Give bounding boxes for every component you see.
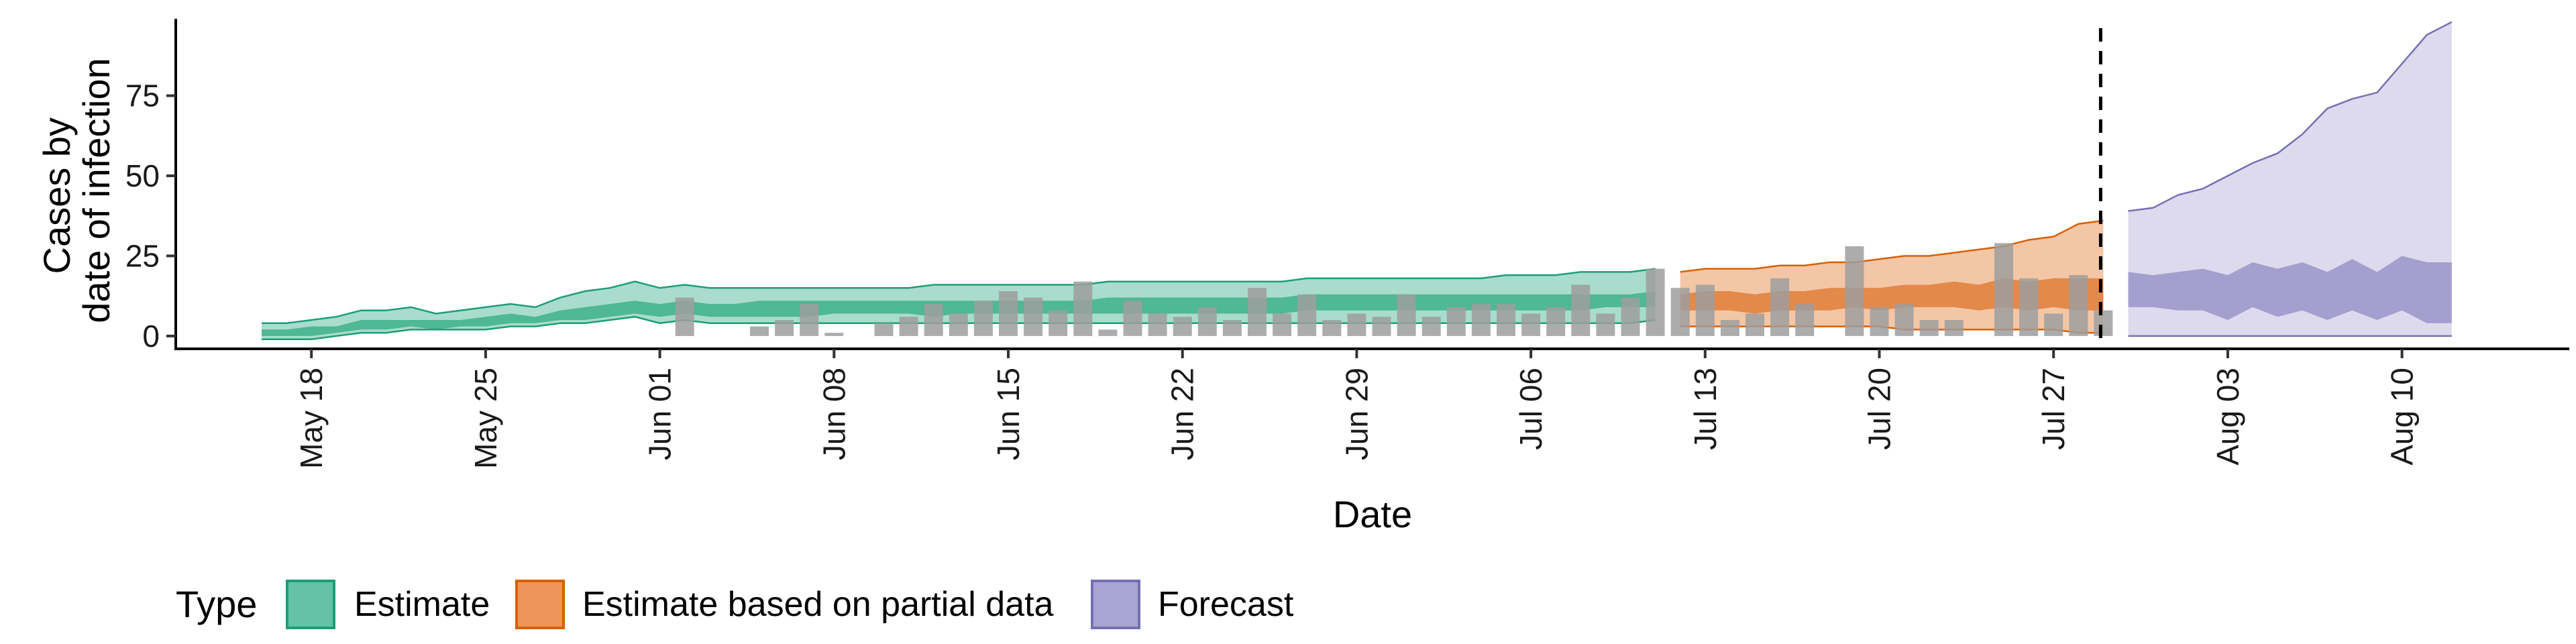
case-bar bbox=[2019, 278, 2039, 336]
case-bar bbox=[1870, 307, 1889, 336]
case-bar bbox=[999, 291, 1018, 336]
case-bar bbox=[1845, 246, 1864, 336]
case-bar bbox=[1322, 320, 1342, 336]
x-tick-label: Jul 27 bbox=[2036, 368, 2071, 450]
legend-label: Estimate bbox=[354, 585, 490, 624]
case-bar bbox=[1421, 317, 1441, 336]
case-bar bbox=[2069, 275, 2088, 336]
estimate-bands bbox=[262, 21, 2453, 340]
case-bar bbox=[750, 326, 769, 336]
case-bar bbox=[1347, 313, 1366, 336]
case-bar bbox=[1297, 294, 1317, 336]
case-bar bbox=[1770, 278, 1790, 336]
legend-label: Estimate based on partial data bbox=[582, 585, 1054, 624]
case-bar bbox=[1173, 317, 1192, 336]
case-bar bbox=[1397, 294, 1416, 336]
x-tick-label: Jul 13 bbox=[1688, 368, 1723, 450]
case-bar bbox=[1222, 320, 1242, 336]
case-bar bbox=[874, 323, 894, 336]
case-bar bbox=[1944, 320, 1964, 336]
case-bar bbox=[1795, 304, 1815, 336]
legend-title: Type bbox=[176, 583, 257, 625]
case-bar bbox=[949, 313, 968, 336]
y-axis-ticks: 0 25 50 75 bbox=[125, 78, 176, 354]
case-bar bbox=[675, 297, 694, 336]
case-bar bbox=[1024, 297, 1043, 336]
case-bar bbox=[1049, 310, 1068, 336]
case-bar bbox=[1646, 268, 1665, 336]
x-axis-ticks: May 18 May 25 Jun 01 Jun 08 Jun 15 Jun 22 Jun … bbox=[294, 349, 2420, 469]
case-bar bbox=[924, 304, 943, 336]
y-tick-label: 75 bbox=[125, 78, 160, 113]
case-bar bbox=[1372, 317, 1391, 336]
case-bar bbox=[1994, 243, 2013, 336]
partial-outer-band bbox=[1680, 220, 2104, 333]
case-bar bbox=[1894, 304, 1914, 336]
case-bar bbox=[2094, 310, 2113, 336]
case-bar bbox=[1123, 301, 1142, 336]
x-tick-label: May 25 bbox=[468, 368, 503, 469]
x-tick-label: Jul 06 bbox=[1513, 368, 1548, 450]
partial-upper-line bbox=[1680, 219, 2104, 273]
case-bar bbox=[1273, 313, 1292, 336]
case-bar bbox=[899, 317, 918, 336]
case-bar bbox=[973, 301, 993, 336]
y-tick-label: 25 bbox=[125, 238, 160, 273]
y-tick-label: 50 bbox=[125, 158, 160, 193]
y-tick-label: 0 bbox=[142, 319, 160, 354]
case-bar bbox=[1073, 281, 1093, 336]
case-bar bbox=[800, 304, 819, 336]
axes bbox=[174, 19, 2569, 350]
case-bar bbox=[824, 333, 844, 336]
legend-key bbox=[515, 580, 565, 629]
y-axis-title: Cases by date of infection bbox=[36, 58, 117, 323]
case-bar bbox=[1670, 288, 1690, 336]
reported-case-bars bbox=[675, 243, 2113, 336]
case-bar bbox=[1248, 288, 1267, 336]
x-tick-label: Jun 08 bbox=[816, 368, 851, 460]
case-bar bbox=[1197, 307, 1217, 336]
case-bar bbox=[1098, 329, 1118, 336]
case-bar bbox=[1571, 284, 1591, 336]
forecast-upper-line bbox=[2128, 21, 2453, 212]
case-bar bbox=[775, 320, 794, 336]
x-tick-label: Jul 20 bbox=[1862, 368, 1897, 450]
case-bar bbox=[1497, 304, 1515, 336]
x-tick-label: Aug 03 bbox=[2210, 368, 2245, 466]
case-bar bbox=[1596, 313, 1615, 336]
case-bar bbox=[1546, 307, 1566, 336]
x-tick-label: Jun 29 bbox=[1339, 368, 1374, 460]
x-axis-title: Date bbox=[1333, 493, 1412, 535]
case-bar bbox=[1471, 304, 1491, 336]
legend-key bbox=[1091, 580, 1140, 629]
forecast-outer-band bbox=[2128, 21, 2452, 336]
x-tick-label: Aug 10 bbox=[2385, 368, 2420, 466]
legend-key bbox=[286, 580, 335, 629]
y-axis-title-line-2: date of infection bbox=[75, 58, 117, 323]
case-bar bbox=[1720, 320, 1739, 336]
case-bar bbox=[1521, 313, 1541, 336]
forecast-inner-band bbox=[2128, 256, 2452, 323]
case-bar bbox=[1148, 313, 1167, 336]
x-tick-label: Jun 15 bbox=[991, 368, 1026, 460]
x-tick-label: Jun 01 bbox=[643, 368, 678, 460]
x-tick-label: Jun 22 bbox=[1165, 368, 1200, 460]
case-bar bbox=[1695, 284, 1715, 336]
case-bar bbox=[1446, 307, 1466, 336]
legend-label: Forecast bbox=[1158, 585, 1294, 624]
case-bar bbox=[1621, 297, 1640, 336]
case-bar bbox=[1919, 320, 1939, 336]
y-axis-title-line-1: Cases by bbox=[36, 117, 78, 274]
legend: Type Estimate Estimate based on partial d… bbox=[176, 580, 1294, 629]
case-bar bbox=[2044, 313, 2063, 336]
case-bar bbox=[1746, 313, 1764, 336]
x-tick-label: May 18 bbox=[294, 368, 329, 469]
estimate-upper-line bbox=[262, 268, 1656, 325]
